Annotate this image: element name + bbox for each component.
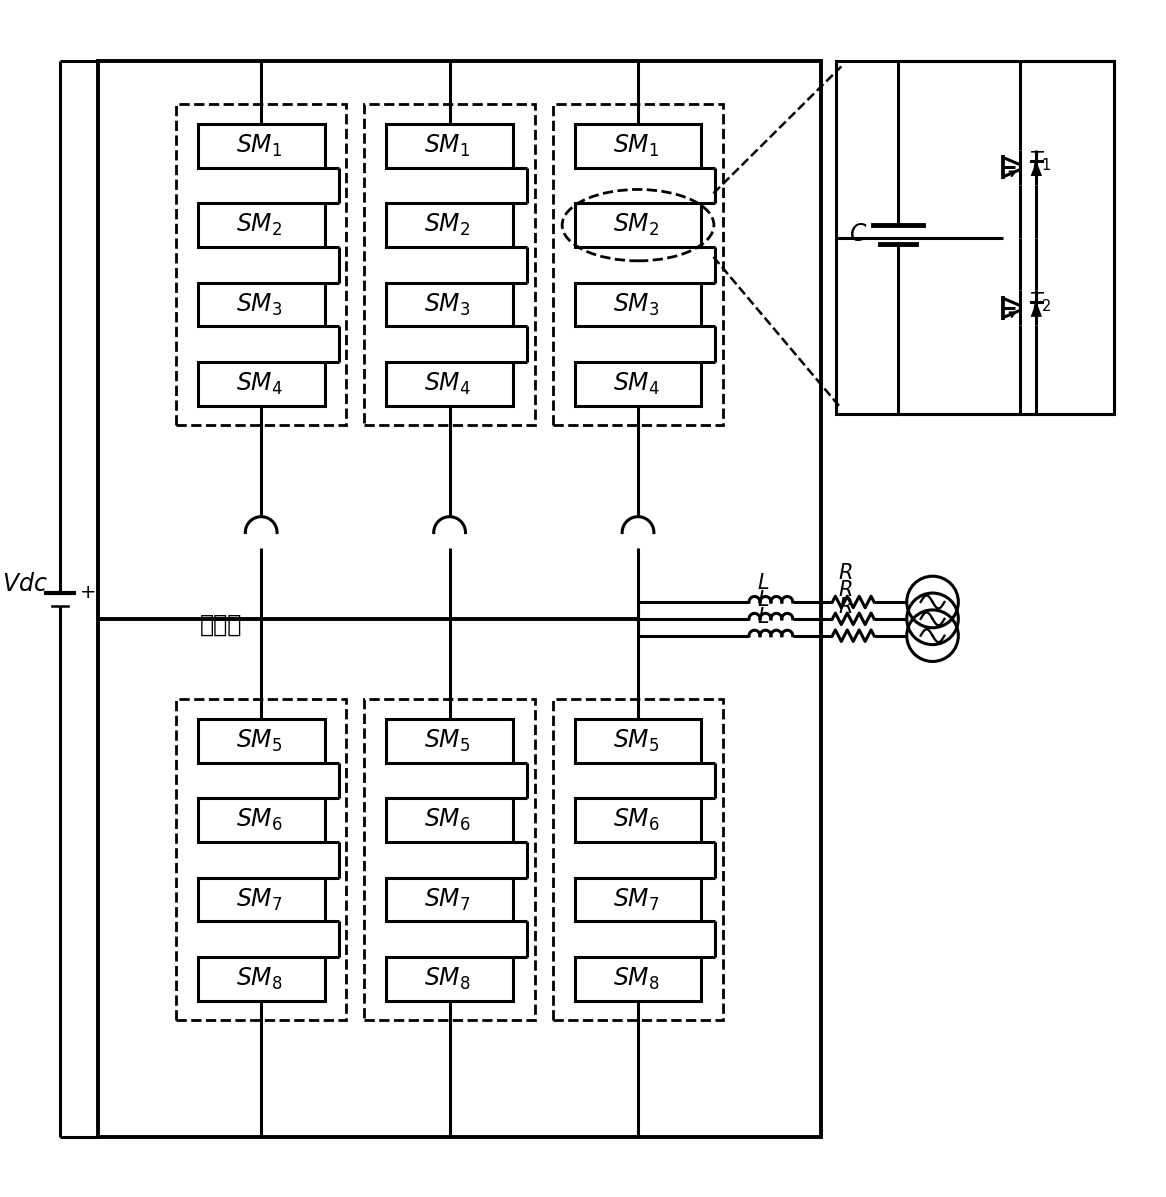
Bar: [176, 104, 346, 425]
Bar: [386, 361, 513, 406]
Text: $SM_{6}$: $SM_{6}$: [612, 807, 660, 833]
Bar: [386, 719, 513, 762]
Bar: [198, 203, 324, 247]
Bar: [198, 719, 324, 762]
Text: $SM_{3}$: $SM_{3}$: [424, 291, 471, 317]
Bar: [176, 699, 346, 1021]
Text: $SM_{1}$: $SM_{1}$: [424, 133, 471, 159]
Bar: [364, 699, 535, 1021]
Bar: [386, 282, 513, 327]
Bar: [575, 798, 702, 841]
Text: $SM_{2}$: $SM_{2}$: [613, 212, 659, 238]
Bar: [575, 124, 702, 168]
Text: $SM_{2}$: $SM_{2}$: [424, 212, 471, 238]
Text: $SM_{7}$: $SM_{7}$: [613, 886, 659, 912]
Bar: [198, 282, 324, 327]
Bar: [386, 877, 513, 922]
Bar: [198, 361, 324, 406]
Text: $SM_{4}$: $SM_{4}$: [612, 371, 660, 397]
Text: $SM_{6}$: $SM_{6}$: [424, 807, 471, 833]
Bar: [575, 877, 702, 922]
Bar: [836, 61, 1114, 413]
Text: $C$: $C$: [849, 223, 868, 247]
Text: $SM_{5}$: $SM_{5}$: [236, 728, 282, 754]
Text: $R$: $R$: [838, 581, 852, 600]
Text: $L$: $L$: [757, 573, 770, 594]
Bar: [575, 956, 702, 1001]
Text: $SM_{8}$: $SM_{8}$: [236, 966, 282, 992]
Text: 相单元: 相单元: [199, 613, 243, 637]
Text: $SM_{1}$: $SM_{1}$: [236, 133, 282, 159]
Bar: [386, 798, 513, 841]
Text: $+$: $+$: [79, 583, 96, 602]
Bar: [386, 203, 513, 247]
Bar: [98, 61, 822, 1137]
Bar: [575, 361, 702, 406]
Bar: [553, 104, 723, 425]
Bar: [198, 798, 324, 841]
Text: $SM_{7}$: $SM_{7}$: [424, 886, 471, 912]
Text: $SM_{5}$: $SM_{5}$: [424, 728, 471, 754]
Bar: [198, 877, 324, 922]
Bar: [386, 956, 513, 1001]
Bar: [553, 699, 723, 1021]
Bar: [198, 124, 324, 168]
Text: $SM_{1}$: $SM_{1}$: [613, 133, 659, 159]
Bar: [575, 719, 702, 762]
Text: $T_1$: $T_1$: [1030, 150, 1052, 174]
Text: $L$: $L$: [757, 590, 770, 610]
Text: $SM_{2}$: $SM_{2}$: [236, 212, 282, 238]
Text: $R$: $R$: [838, 563, 852, 583]
Text: $SM_{3}$: $SM_{3}$: [236, 291, 282, 317]
Bar: [575, 282, 702, 327]
Text: $T_2$: $T_2$: [1030, 291, 1052, 314]
Text: $R$: $R$: [838, 597, 852, 616]
Text: $SM_{4}$: $SM_{4}$: [236, 371, 282, 397]
Text: $SM_{7}$: $SM_{7}$: [236, 886, 282, 912]
Polygon shape: [1031, 160, 1042, 176]
Text: $SM_{3}$: $SM_{3}$: [613, 291, 659, 317]
Polygon shape: [1031, 302, 1042, 317]
Text: $SM_{8}$: $SM_{8}$: [612, 966, 660, 992]
Bar: [575, 203, 702, 247]
Text: $SM_{5}$: $SM_{5}$: [613, 728, 659, 754]
Bar: [386, 124, 513, 168]
Bar: [364, 104, 535, 425]
Text: $Vdc$: $Vdc$: [2, 573, 48, 596]
Bar: [198, 956, 324, 1001]
Text: $SM_{6}$: $SM_{6}$: [236, 807, 282, 833]
Text: $L$: $L$: [757, 607, 770, 627]
Text: $SM_{4}$: $SM_{4}$: [424, 371, 471, 397]
Text: $SM_{8}$: $SM_{8}$: [424, 966, 471, 992]
